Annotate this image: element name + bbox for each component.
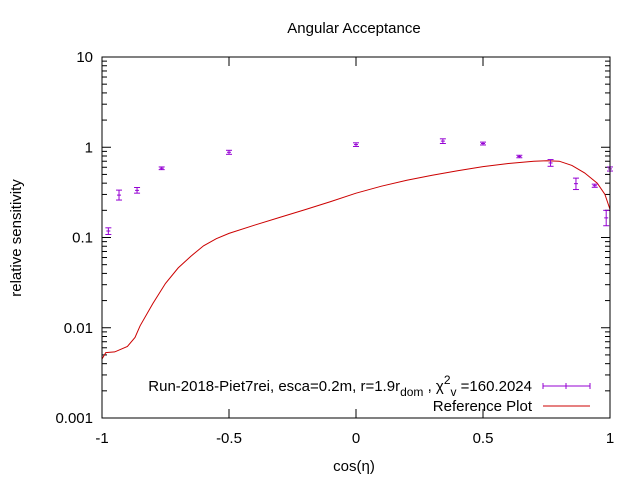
y-tick-label-0: 0.001 xyxy=(55,410,93,427)
data-point-4 xyxy=(226,149,232,155)
y-axis-label: relative sensitivity xyxy=(8,179,25,297)
data-point-8 xyxy=(516,154,523,159)
data-point-12 xyxy=(603,209,610,227)
data-point-3 xyxy=(158,166,165,171)
legend-label-data-sub2: v xyxy=(451,385,457,399)
legend-label-data-sup: 2 xyxy=(444,373,451,387)
data-point-7 xyxy=(480,141,486,146)
legend-label-data-tail: =160.2024 xyxy=(457,378,533,395)
plot-frame xyxy=(101,56,611,419)
chart-title: Angular Acceptance xyxy=(287,20,420,37)
data-point-2 xyxy=(134,187,141,194)
reference-curve xyxy=(101,160,611,360)
x-tick-label-4: 1 xyxy=(606,430,614,447)
data-points-layer xyxy=(105,138,613,235)
x-tick-label-3: 0.5 xyxy=(473,430,494,447)
data-point-9 xyxy=(547,159,554,167)
y-tick-label-2: 0.1 xyxy=(72,230,93,247)
legend-sample-data xyxy=(542,383,591,389)
data-point-11 xyxy=(591,183,598,188)
legend: Run-2018-Piet7rei, esca=0.2m, r=1.9rdom … xyxy=(148,373,591,415)
axis-tick-labels: -1 -0.5 0 0.5 1 0.001 0.01 0.1 1 10 xyxy=(55,49,614,447)
legend-label-data-main: Run-2018-Piet7rei, esca=0.2m, r=1.9r xyxy=(148,378,400,395)
legend-label-data-sub1: dom xyxy=(400,385,423,399)
legend-label-reference: Reference Plot xyxy=(433,398,533,415)
legend-label-data: Run-2018-Piet7rei, esca=0.2m, r=1.9rdom … xyxy=(148,373,532,399)
y-tick-label-1: 0.01 xyxy=(64,320,93,337)
axis-ticks xyxy=(101,56,611,419)
x-tick-label-2: 0 xyxy=(352,430,360,447)
data-point-1 xyxy=(116,189,123,201)
x-tick-label-0: -1 xyxy=(95,430,108,447)
y-tick-label-3: 1 xyxy=(85,139,93,156)
data-point-6 xyxy=(439,138,446,145)
legend-label-data-mid: , χ xyxy=(423,378,444,395)
reference-curve-layer xyxy=(101,160,611,360)
data-point-5 xyxy=(353,142,359,147)
y-tick-label-4: 10 xyxy=(76,49,93,66)
data-point-10 xyxy=(572,177,579,191)
data-point-0 xyxy=(105,227,112,235)
x-tick-label-1: -0.5 xyxy=(216,430,242,447)
x-axis-label: cos(η) xyxy=(333,458,375,475)
